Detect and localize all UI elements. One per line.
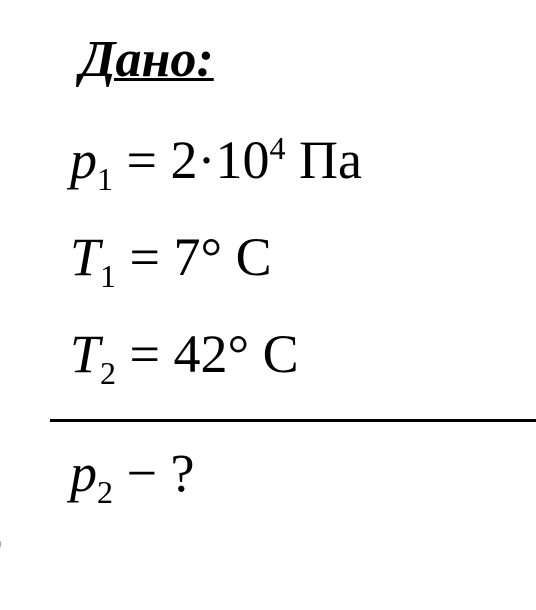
var-t1: T [70, 227, 100, 287]
val-t2: 42° [174, 324, 250, 384]
sub-t2: 2 [100, 354, 116, 390]
var-p1: p [70, 130, 97, 190]
given-heading: Дано: [80, 30, 516, 89]
problem-statement: Дано: p1 = 2·104 Па T1 = 7° С T2 = 42° С… [70, 30, 516, 539]
equation-t1: T1 = 7° С [70, 226, 516, 295]
sub-t1: 1 [100, 258, 116, 294]
exp-p1: 4 [269, 130, 285, 166]
op-t2: = [116, 324, 173, 384]
equation-result: p2 − ? [70, 442, 516, 511]
var-p2: p [70, 443, 97, 503]
sub-p1: 1 [97, 161, 113, 197]
watermark-text: 5terka.com [0, 464, 4, 538]
unit-p1: Па [285, 130, 361, 190]
equation-t2: T2 = 42° С [70, 323, 516, 392]
val-t1: 7° [174, 227, 223, 287]
divider [50, 419, 536, 422]
var-t2: T [70, 324, 100, 384]
unit-t1: С [222, 227, 272, 287]
sub-p2: 2 [97, 474, 113, 510]
op-p1: = [113, 130, 170, 190]
unit-t2: С [249, 324, 299, 384]
watermark: ©5terka.com [0, 464, 6, 550]
equation-p1: p1 = 2·104 Па [70, 129, 516, 198]
op-p2: − ? [113, 443, 194, 503]
val-p1: 2·10 [170, 130, 269, 190]
copyright-icon: © [0, 538, 5, 550]
op-t1: = [116, 227, 173, 287]
